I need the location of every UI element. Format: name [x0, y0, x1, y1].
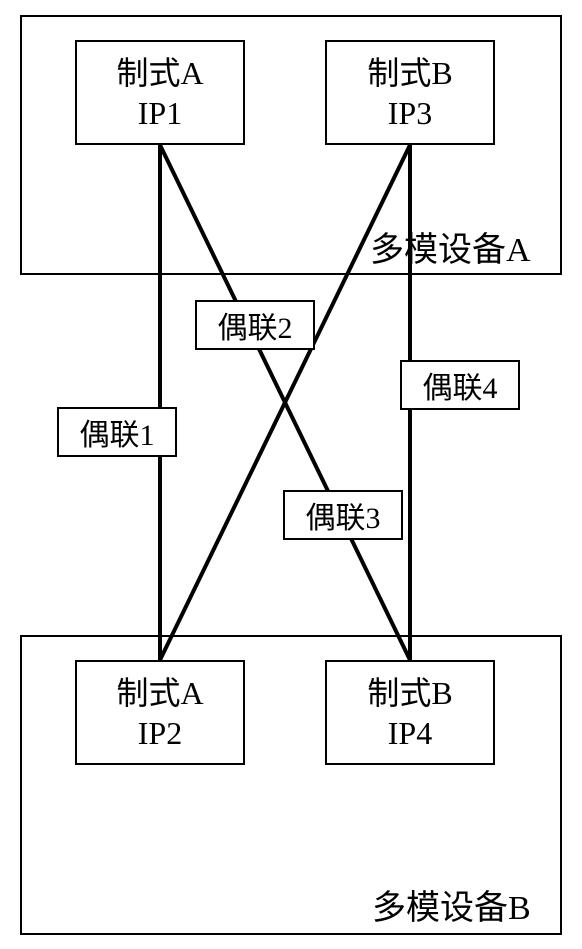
link-3-label: 偶联3: [283, 490, 403, 540]
diagram-canvas: { "canvas": { "width": 582, "height": 94…: [0, 0, 582, 949]
node-a1-line1: 制式A: [116, 53, 203, 93]
node-a1-line2: IP1: [138, 93, 182, 133]
link-4-label: 偶联4: [400, 360, 520, 410]
node-a2: 制式B IP3: [325, 40, 495, 145]
node-a1: 制式A IP1: [75, 40, 245, 145]
link-2-label: 偶联2: [195, 300, 315, 350]
node-b2-line1: 制式B: [367, 673, 452, 713]
link-2-label-text: 偶联2: [218, 303, 293, 347]
node-b1: 制式A IP2: [75, 660, 245, 765]
node-b2-line2: IP4: [388, 713, 432, 753]
link-4-label-text: 偶联4: [423, 363, 498, 407]
node-a2-line1: 制式B: [367, 53, 452, 93]
node-b2: 制式B IP4: [325, 660, 495, 765]
device-a-label: 多模设备A: [370, 222, 531, 271]
link-1-label: 偶联1: [57, 407, 177, 457]
device-b-label: 多模设备B: [372, 880, 531, 929]
node-b1-line2: IP2: [138, 713, 182, 753]
node-b1-line1: 制式A: [116, 673, 203, 713]
link-3-label-text: 偶联3: [306, 493, 381, 537]
node-a2-line2: IP3: [388, 93, 432, 133]
link-1-label-text: 偶联1: [80, 410, 155, 454]
